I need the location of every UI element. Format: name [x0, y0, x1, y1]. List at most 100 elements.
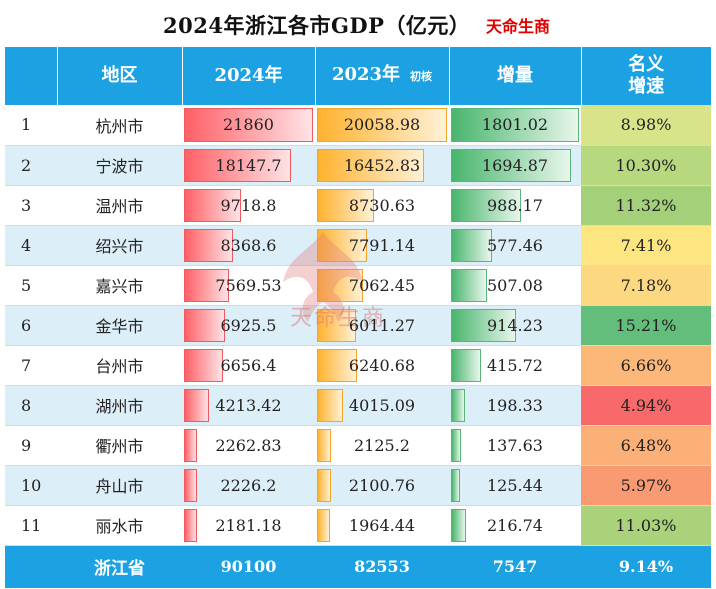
brand-label: 天命生商: [486, 17, 551, 36]
region-cell: 湖州市: [57, 385, 182, 426]
table-row: 8 湖州市 4213.42 4015.09 198.33 4.94%: [5, 385, 711, 426]
gdp-2023-cell: 6240.68: [315, 345, 449, 386]
gdp-2023-cell-value: 6011.27: [348, 315, 416, 335]
increment-cell-bar: [451, 148, 572, 182]
gdp-2024-cell-bar-wrap: 6656.4: [184, 348, 313, 382]
gdp-2024-cell-bar: [184, 108, 313, 142]
gdp-2024-cell-value: 2226.2: [220, 475, 277, 495]
region-cell: 台州市: [57, 345, 182, 386]
increment-cell: 1694.87: [449, 145, 581, 186]
table-row: 11 丽水市 2181.18 1964.44 216.74 11.03%: [5, 505, 711, 546]
increment-cell-bar: [451, 468, 460, 502]
increment-cell: 577.46: [449, 225, 581, 266]
gdp-2024-cell-value: 2262.83: [215, 435, 282, 455]
gdp-2024-cell-bar: [184, 428, 198, 462]
increment-cell-bar: [451, 388, 466, 422]
growth-rate-cell: 6.66%: [581, 345, 711, 386]
gdp-2023-cell: 7791.14: [315, 225, 449, 266]
increment-cell-bar-wrap: 988.17: [451, 188, 579, 222]
gdp-2024-cell-bar-wrap: 18147.7: [184, 148, 313, 182]
table-row: 9 衢州市 2262.83 2125.2 137.63 6.48%: [5, 425, 711, 466]
gdp-2023-cell: 8730.63: [315, 185, 449, 226]
increment-cell-bar-wrap: 415.72: [451, 348, 579, 382]
gdp-2024-cell-bar-wrap: 2181.18: [184, 508, 313, 542]
gdp-2024-cell-bar: [184, 148, 292, 182]
gdp-2024-cell-bar: [184, 468, 198, 502]
region-cell: 杭州市: [57, 105, 182, 146]
increment-cell-bar-wrap: 216.74: [451, 508, 579, 542]
increment-cell-bar: [451, 308, 516, 342]
gdp-2023-cell-bar: [317, 468, 331, 502]
gdp-2023-cell-bar: [317, 388, 344, 422]
header-growth: 名义 增速: [581, 47, 711, 105]
gdp-2024-cell-bar: [184, 188, 242, 222]
gdp-2024-cell-value: 21860: [223, 115, 274, 134]
gdp-2023-cell-value: 4015.09: [348, 395, 416, 415]
increment-cell-bar: [451, 268, 488, 302]
gdp-2024-cell-bar-wrap: 8368.6: [184, 228, 313, 262]
gdp-2023-cell-value: 1964.44: [348, 515, 416, 535]
header-2023-label: 2023年: [331, 64, 401, 85]
increment-cell-bar: [451, 108, 579, 142]
rank-cell: 1: [5, 105, 57, 146]
gdp-2024-cell-bar-wrap: 4213.42: [184, 388, 313, 422]
gdp-2024-cell-value: 9718.8: [220, 195, 277, 215]
region-cell: 丽水市: [57, 505, 182, 546]
watermark-text: 天命生商: [290, 306, 387, 331]
increment-cell: 125.44: [449, 465, 581, 506]
growth-rate-cell: 5.97%: [581, 465, 711, 506]
gdp-2024-cell-value: 4213.42: [215, 395, 282, 415]
gdp-2024-cell: 2226.2: [182, 465, 315, 506]
gdp-2023-cell-bar-wrap: 16452.83: [317, 148, 447, 182]
increment-cell-bar-wrap: 125.44: [451, 468, 579, 502]
gdp-2023-cell-bar-wrap: 2100.76: [317, 468, 447, 502]
region-cell: 金华市: [57, 305, 182, 346]
gdp-2023-cell-value: 7791.14: [348, 235, 416, 255]
gdp-2023-cell-bar-wrap: 7791.14: [317, 228, 447, 262]
increment-cell-bar: [451, 428, 461, 462]
gdp-2024-cell: 8368.6: [182, 225, 315, 266]
region-cell: 绍兴市: [57, 225, 182, 266]
header-2023-note: 初核: [410, 70, 433, 83]
total-growth: 9.14%: [618, 557, 674, 577]
gdp-2023-cell-bar: [317, 188, 374, 222]
increment-cell: 415.72: [449, 345, 581, 386]
region-cell: 温州市: [57, 185, 182, 226]
gdp-2024-cell: 2181.18: [182, 505, 315, 546]
rank-cell: 9: [5, 425, 57, 466]
gdp-2023-cell-bar: [317, 228, 368, 262]
growth-rate-cell: 10.30%: [581, 145, 711, 186]
gdp-2023-cell-value: 8730.63: [348, 195, 416, 215]
gdp-2023-cell-bar: [317, 508, 330, 542]
gdp-2023-cell-value: 2100.76: [348, 475, 416, 495]
rank-cell: 6: [5, 305, 57, 346]
header-2024: 2024年: [182, 47, 316, 105]
total-region: 浙江省: [94, 559, 145, 580]
gdp-2024-cell-bar-wrap: 2226.2: [184, 468, 313, 502]
growth-rate-cell: 15.21%: [581, 305, 711, 346]
gdp-2023-cell-value: 7062.45: [348, 275, 416, 295]
growth-rate-cell: 4.94%: [581, 385, 711, 426]
gdp-2024-cell: 6925.5: [182, 305, 315, 346]
gdp-2024-cell: 9718.8: [182, 185, 315, 226]
rank-cell: 3: [5, 185, 57, 226]
gdp-2024-cell-bar-wrap: 6925.5: [184, 308, 313, 342]
gdp-2024-cell: 6656.4: [182, 345, 315, 386]
gdp-2024-cell-bar: [184, 308, 225, 342]
increment-cell-value: 914.23: [487, 315, 543, 335]
header-rank: [5, 47, 58, 105]
increment-cell: 914.23: [449, 305, 581, 346]
gdp-2023-cell-bar: [317, 108, 447, 142]
region-cell: 宁波市: [57, 145, 182, 186]
table-row: 1 杭州市 21860 20058.98 1801.02 8.98%: [5, 105, 711, 146]
gdp-2024-cell-value: 6656.4: [220, 355, 277, 375]
gdp-2023-cell-value: 20058.98: [343, 115, 421, 134]
rank-cell: 4: [5, 225, 57, 266]
total-increment: 7547: [492, 557, 538, 577]
gdp-2023-cell-bar: [317, 148, 424, 182]
increment-cell-bar: [451, 508, 467, 542]
total-2023: 82553: [354, 557, 410, 577]
increment-cell-value: 577.46: [487, 235, 543, 255]
gdp-2024-cell-value: 7569.53: [215, 275, 282, 295]
rank-cell: 5: [5, 265, 57, 306]
